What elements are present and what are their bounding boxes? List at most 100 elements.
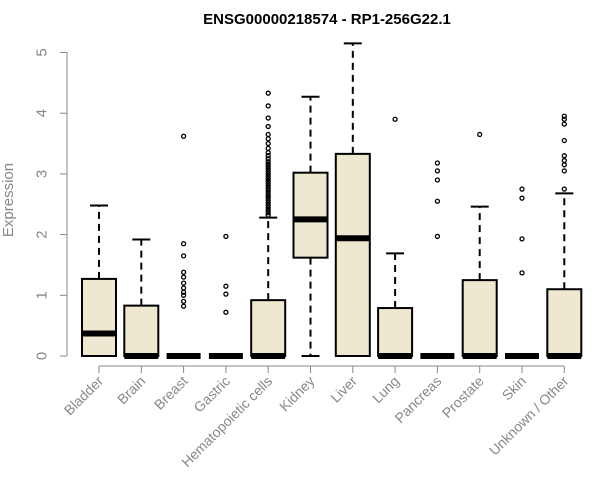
outlier-point: [434, 168, 441, 174]
outlier-point: [519, 236, 525, 242]
y-tick-label: 3: [34, 170, 51, 178]
outlier-point: [265, 205, 271, 211]
outlier-point: [265, 166, 271, 172]
outlier-point: [223, 283, 229, 289]
box-group-kidney: [292, 95, 329, 357]
box-group-hematopoietic-cells: [250, 90, 287, 359]
outlier-point: [265, 140, 271, 147]
outlier-point: [265, 171, 271, 177]
outlier-point: [392, 116, 398, 122]
x-tick-label: Brain: [114, 373, 148, 407]
outlier-point: [265, 168, 271, 175]
outlier-point: [265, 183, 271, 189]
outlier-point: [561, 116, 567, 122]
outlier-point: [265, 103, 271, 109]
iqr-box: [546, 288, 583, 358]
outlier-point: [180, 133, 187, 139]
outlier-point: [180, 253, 187, 259]
outlier-point: [265, 195, 271, 201]
outlier-point: [265, 185, 271, 192]
iqr-box: [81, 277, 117, 358]
iqr-box: [292, 171, 329, 259]
outlier-point: [434, 198, 441, 204]
outlier-point: [223, 233, 229, 240]
iqr-box: [250, 299, 287, 358]
outlier-point: [265, 200, 271, 206]
y-axis: 0 1 2 3 4 5: [34, 48, 68, 360]
outlier-point: [265, 193, 271, 199]
outlier-point: [180, 292, 187, 298]
x-tick-label: Lung: [369, 373, 402, 406]
outlier-point: [265, 90, 271, 96]
x-tick-label: Breast: [151, 373, 191, 413]
box-group-lung: [377, 116, 414, 359]
iqr-box: [461, 279, 498, 357]
y-tick-label: 4: [34, 109, 51, 117]
x-tick-label: Kidney: [276, 373, 318, 415]
outlier-point: [477, 131, 483, 138]
x-tick-label: Liver: [327, 373, 360, 406]
box-group-prostate: [461, 131, 498, 359]
outlier-point: [180, 269, 187, 275]
outlier-point: [180, 285, 187, 291]
plot-area: [81, 42, 583, 359]
box-group-breast: [166, 133, 201, 359]
outlier-point: [561, 153, 567, 159]
outlier-point: [180, 289, 187, 295]
chart-title: ENSG00000218574 - RP1-256G22.1: [203, 11, 451, 28]
y-axis-label: Expression: [0, 163, 17, 237]
outlier-point: [265, 190, 271, 196]
y-tick-label: 1: [34, 291, 51, 299]
outlier-point: [265, 210, 271, 216]
outlier-point: [434, 233, 441, 240]
y-tick-label: 0: [34, 352, 51, 360]
outlier-point: [180, 303, 187, 309]
outlier-point: [265, 159, 271, 165]
x-tick-label: Unknown / Other: [486, 373, 572, 459]
outlier-point: [434, 177, 441, 183]
outlier-point: [265, 188, 271, 194]
outlier-point: [561, 121, 567, 127]
outlier-point: [180, 241, 187, 247]
outlier-point: [265, 115, 271, 121]
x-tick-label: Pancreas: [391, 373, 444, 426]
outlier-point: [265, 163, 271, 170]
outlier-point: [180, 298, 187, 305]
outlier-point: [265, 123, 271, 130]
outlier-point: [265, 202, 271, 209]
outlier-point: [265, 176, 271, 182]
x-tick-label: Skin: [499, 373, 530, 404]
outlier-point: [265, 207, 271, 213]
outlier-point: [519, 195, 525, 201]
iqr-box: [334, 152, 371, 357]
outlier-point: [265, 197, 271, 204]
outlier-point: [223, 309, 229, 315]
outlier-point: [561, 162, 567, 168]
outlier-point: [223, 291, 229, 297]
outlier-point: [180, 280, 187, 286]
box-group-liver: [334, 42, 371, 357]
outlier-point: [561, 137, 567, 144]
outlier-point: [519, 186, 525, 192]
outlier-point: [265, 153, 271, 159]
box-group-pancreas: [420, 160, 455, 359]
outlier-point: [265, 173, 271, 179]
outlier-point: [180, 274, 187, 280]
y-tick-label: 5: [34, 48, 51, 56]
outlier-point: [265, 161, 271, 167]
outlier-point: [561, 168, 567, 174]
outlier-point: [265, 178, 271, 184]
outlier-point: [265, 136, 271, 142]
outlier-point: [265, 145, 271, 152]
outlier-point: [561, 157, 567, 164]
iqr-box: [123, 304, 160, 357]
box-group-brain: [123, 238, 160, 359]
outlier-point: [265, 212, 271, 218]
outlier-point: [265, 180, 271, 187]
outlier-point: [265, 131, 271, 138]
iqr-box: [377, 307, 414, 357]
box-group-bladder: [81, 204, 117, 358]
outlier-point: [561, 113, 567, 119]
x-tick-label: Prostate: [439, 373, 487, 421]
